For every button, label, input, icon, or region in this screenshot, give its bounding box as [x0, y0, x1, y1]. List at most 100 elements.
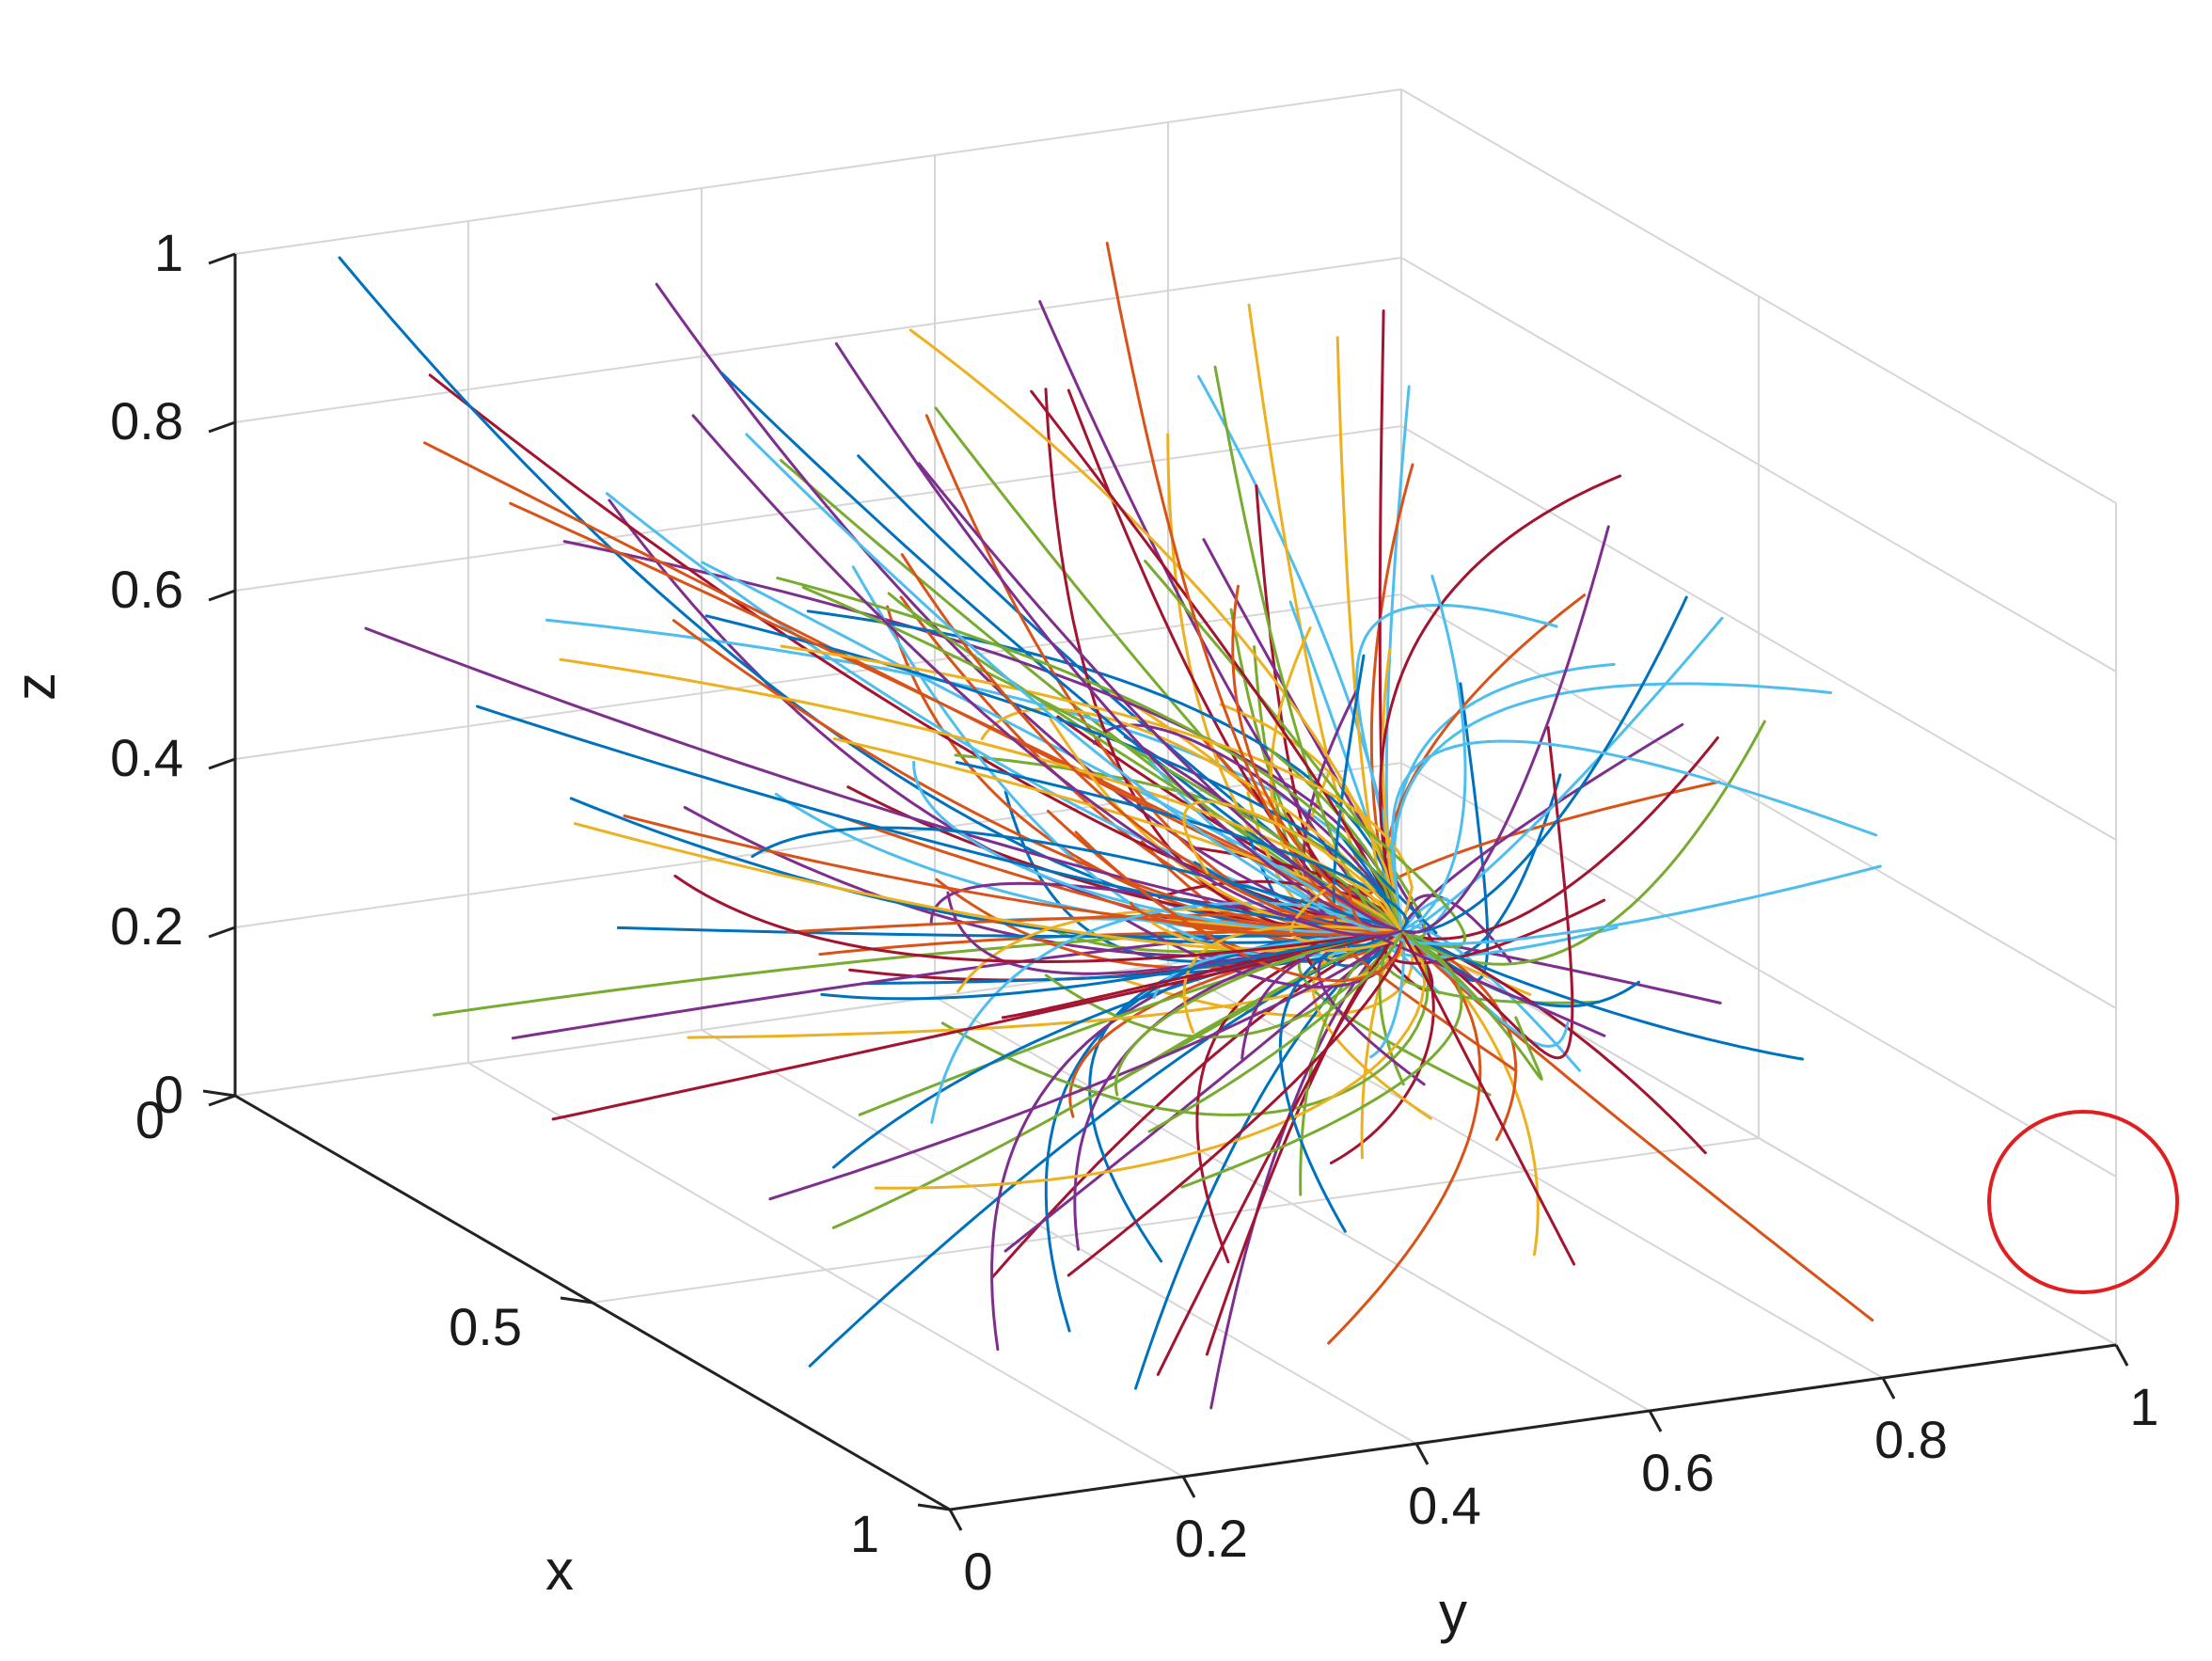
- trajectory-line: [509, 501, 1403, 933]
- trajectory-line: [1399, 929, 1576, 1266]
- grid-line: [1400, 593, 2117, 1009]
- z-tick: [208, 757, 236, 770]
- trajectory-line: [476, 704, 1403, 933]
- trajectory-line: [1093, 723, 1403, 933]
- trajectory-line: [364, 626, 1403, 933]
- trajectory-line: [750, 826, 1403, 933]
- grid-line: [1400, 88, 2117, 504]
- trajectory-line: [1044, 929, 1403, 1039]
- y-axis-label: y: [1439, 1581, 1467, 1644]
- grid-line: [234, 257, 1402, 423]
- trajectory-line: [745, 433, 1403, 937]
- trajectory-line: [1399, 929, 1518, 1142]
- trajectory-line: [1156, 929, 1403, 1376]
- z-tick-label: 0.6: [110, 560, 183, 619]
- trajectory-line: [1134, 929, 1403, 1390]
- trajectory-line: [808, 929, 1403, 1368]
- trajectory-line: [900, 553, 1403, 934]
- z-tick-label: 1: [154, 223, 183, 282]
- y-tick: [2114, 1344, 2129, 1367]
- trajectory-line: [1327, 929, 1482, 1345]
- z-tick: [208, 589, 236, 602]
- trajectory-line: [1399, 924, 1582, 1072]
- trajectory-line: [917, 462, 1403, 933]
- y-tick-label: 0.2: [1175, 1509, 1248, 1568]
- trajectory-line: [1114, 929, 1403, 1097]
- trajectories: [338, 242, 1882, 1410]
- trajectory-line: [1288, 600, 1403, 933]
- trajectory-line: [955, 761, 1410, 933]
- y-tick: [1181, 1476, 1196, 1498]
- trajectory-line: [551, 929, 1403, 1121]
- y-tick: [1881, 1377, 1896, 1400]
- trajectory-line: [1038, 300, 1403, 933]
- trajectory-line: [940, 929, 1430, 1116]
- trajectory-line: [1399, 525, 1610, 935]
- z-tick: [208, 420, 236, 434]
- trajectory-line: [1399, 574, 1467, 933]
- y-tick: [1414, 1443, 1430, 1465]
- trajectory-line: [1379, 474, 1622, 933]
- trajectory-line: [820, 929, 1403, 1001]
- trajectory-line: [1001, 929, 1403, 1020]
- trajectory-line: [1130, 901, 1403, 937]
- trajectory-line: [1355, 603, 1558, 933]
- z-tick-label: 0.2: [110, 896, 183, 956]
- trajectory-line: [1278, 929, 1403, 1233]
- trajectory-line: [954, 753, 1403, 933]
- trajectory-line: [1182, 925, 1403, 1035]
- trajectory-line: [1399, 929, 1707, 1155]
- y-tick: [948, 1509, 963, 1531]
- trajectory-line: [1399, 595, 1688, 934]
- trajectory-line: [908, 328, 1403, 933]
- grid-line: [1400, 257, 2117, 672]
- trajectory-line: [768, 929, 1403, 1201]
- trajectory-line: [1066, 929, 1403, 1277]
- x-tick: [560, 1296, 593, 1305]
- trajectory-line: [1399, 720, 1766, 966]
- y-tick: [1648, 1410, 1663, 1432]
- z-tick: [208, 1094, 236, 1107]
- y-tick-label: 0.4: [1408, 1476, 1481, 1535]
- trajectory-line: [1399, 929, 1540, 1257]
- trajectory-line: [1392, 682, 1833, 933]
- trajectory-line: [834, 341, 1403, 933]
- x-tick-label: 1: [850, 1504, 879, 1563]
- y-axis-line: [949, 1343, 2117, 1511]
- trajectory-line: [1399, 722, 1684, 933]
- grid-line: [592, 1137, 1760, 1304]
- z-axis-label: z: [4, 672, 67, 701]
- trajectory-line: [1399, 736, 1719, 941]
- trajectory-line: [1390, 739, 1878, 933]
- x-tick-label: 0: [135, 1090, 165, 1149]
- z-tick-label: 0.8: [110, 391, 183, 451]
- trajectory-line: [1399, 725, 1574, 1060]
- y-tick-label: 0: [963, 1542, 992, 1601]
- trajectory-line: [832, 736, 1403, 933]
- trajectory-line: [1231, 584, 1403, 933]
- trajectory-line: [616, 925, 1403, 939]
- grid-line: [234, 425, 1402, 592]
- x-tick: [917, 1503, 951, 1511]
- z-tick-label: 0.4: [110, 728, 183, 787]
- trajectory-line: [930, 901, 1403, 1124]
- trajectory-line: [1180, 929, 1463, 1189]
- trajectory-line: [691, 414, 1403, 938]
- trajectory-line: [338, 256, 1403, 936]
- trajectory-line: [874, 929, 1427, 1190]
- trajectory-line: [806, 609, 1403, 933]
- trajectory-line: [912, 760, 1403, 935]
- x-axis-label: x: [545, 1539, 574, 1602]
- trajectory-line: [1393, 662, 1616, 933]
- y-tick-label: 0.8: [1874, 1410, 1948, 1469]
- z-tick: [208, 252, 236, 265]
- y-tick-label: 1: [2129, 1377, 2158, 1436]
- trajectory-line: [1044, 388, 1403, 937]
- x-tick: [202, 1089, 236, 1098]
- trajectory-line: [1182, 799, 1403, 933]
- axes: [202, 252, 2129, 1531]
- trajectory-line: [1399, 682, 1490, 983]
- convergence-highlight-circle: [1987, 1110, 2179, 1294]
- grid-line: [234, 88, 1402, 255]
